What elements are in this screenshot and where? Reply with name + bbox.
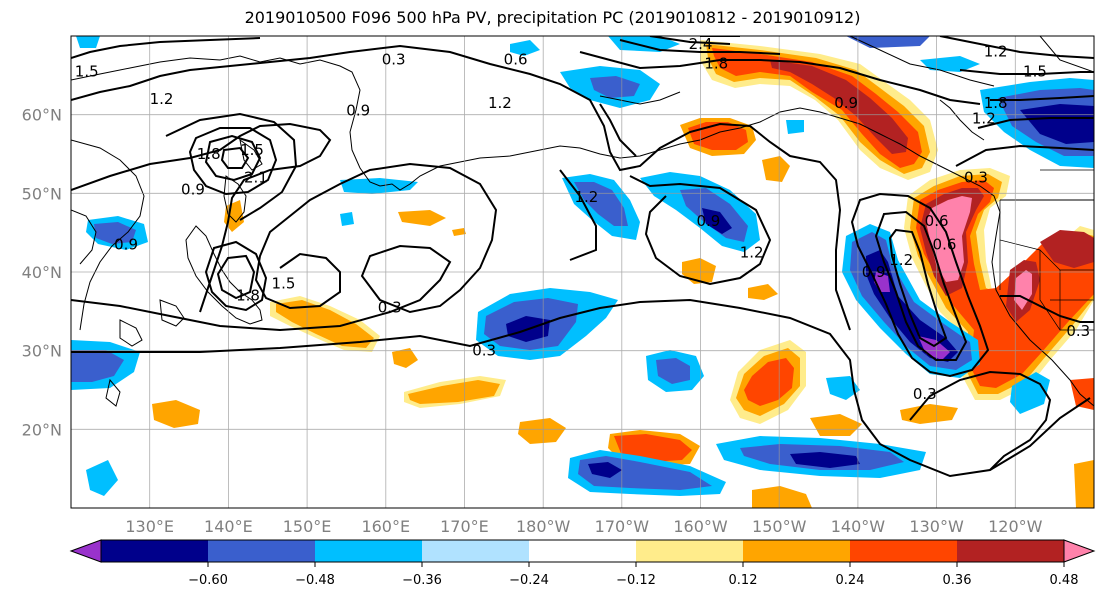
contour-label: 1.2 — [150, 90, 174, 108]
lon-tick-label: 170°W — [595, 517, 650, 536]
colorbar-segment — [529, 540, 636, 562]
contour-label: 1.5 — [272, 275, 296, 293]
colorbar-segment — [315, 540, 422, 562]
colorbar-tick-label: −0.12 — [616, 573, 656, 588]
contour-label: 1.5 — [75, 62, 99, 80]
contour-label: 1.2 — [972, 110, 996, 128]
colorbar-tick-label: 0.24 — [836, 573, 865, 588]
contour-label: 0.3 — [964, 169, 988, 187]
longitude-labels: 130°E 140°E 150°E 160°E 170°E 180°W 170°W 160°W… — [125, 517, 1042, 536]
colorbar-tick-label: −0.48 — [295, 573, 335, 588]
lon-tick-label: 160°W — [673, 517, 728, 536]
colorbar-segment — [208, 540, 315, 562]
map-panel: 1.51.21.8 1.52.10.90.90.91.81.50.3 0.61.20… — [71, 35, 1094, 508]
contour-label: 1.8 — [704, 54, 728, 72]
precip-region-us-west-coast — [900, 168, 1094, 508]
contour-label: 0.9 — [862, 263, 886, 281]
lat-tick-label: 50°N — [22, 184, 62, 203]
colorbar-segment — [101, 540, 208, 562]
colorbar-segment — [957, 540, 1064, 562]
colorbar-tick-label: −0.60 — [188, 573, 228, 588]
lon-tick-label: 140°E — [204, 517, 253, 536]
precip-region-subtropical-positive — [152, 200, 862, 508]
contour-label: 1.2 — [740, 243, 764, 261]
graticule — [71, 36, 1094, 508]
contour-label: 1.8 — [984, 94, 1008, 112]
pv-contour-labels: 1.51.21.8 1.52.10.90.90.91.81.50.3 0.61.20… — [75, 35, 1090, 403]
contour-label: 0.9 — [696, 212, 720, 230]
colorbar-segment — [636, 540, 743, 562]
lon-tick-label: 160°E — [361, 517, 410, 536]
lon-tick-label: 130°E — [125, 517, 174, 536]
lon-tick-label: 150°E — [283, 517, 332, 536]
contour-label: 2.1 — [244, 169, 268, 187]
lat-tick-label: 60°N — [22, 106, 62, 125]
colorbar-segment — [422, 540, 529, 562]
lon-tick-label: 180°W — [516, 517, 571, 536]
colorbar-tick-label: 0.12 — [729, 573, 758, 588]
contour-label: 1.5 — [1023, 62, 1047, 80]
colorbar-frame — [100, 539, 1065, 563]
contour-label: 2.4 — [689, 35, 713, 53]
lon-tick-label: 130°W — [909, 517, 964, 536]
contour-label: 0.3 — [382, 51, 406, 69]
contour-label: 0.9 — [181, 180, 205, 198]
figure-title: 2019010500 F096 500 hPa PV, precipitatio… — [244, 8, 861, 27]
contour-label: 0.9 — [834, 94, 858, 112]
colorbar-segment — [743, 540, 850, 562]
contour-label: 0.9 — [346, 102, 370, 120]
contour-label: 1.8 — [236, 287, 260, 305]
contour-label: 1.2 — [575, 188, 599, 206]
colorbar-segment — [850, 540, 957, 562]
lon-tick-label: 120°W — [988, 517, 1043, 536]
colorbar-tick-label: 0.36 — [943, 573, 972, 588]
contour-label: 0.6 — [933, 235, 957, 253]
contour-label: 0.6 — [504, 51, 528, 69]
lon-tick-label: 140°W — [831, 517, 886, 536]
contour-label: 1.5 — [240, 141, 264, 159]
lat-tick-label: 40°N — [22, 263, 62, 282]
contour-label: 1.8 — [197, 145, 221, 163]
coastlines — [71, 36, 1094, 407]
colorbar-tick-label: 0.48 — [1050, 573, 1079, 588]
contour-label: 0.3 — [913, 385, 937, 403]
colorbar: −0.60 −0.48 −0.36 −0.24 −0.12 0.12 0.24 0.36 0.4… — [69, 539, 1096, 588]
colorbar-tick-label: −0.24 — [509, 573, 549, 588]
colorbar-tick-label: −0.36 — [402, 573, 442, 588]
contour-label: 0.3 — [378, 298, 402, 316]
latitude-labels: 20°N 30°N 40°N 50°N 60°N — [22, 106, 62, 440]
contour-label: 1.2 — [889, 251, 913, 269]
lon-tick-label: 170°E — [440, 517, 489, 536]
map-frame — [70, 35, 1095, 509]
contour-label: 0.3 — [472, 342, 496, 360]
state-borders — [999, 169, 1094, 331]
triangle-left-icon — [69, 539, 102, 563]
contour-label: 1.2 — [984, 43, 1008, 61]
lon-tick-label: 150°W — [752, 517, 807, 536]
lat-tick-label: 30°N — [22, 342, 62, 361]
contour-label: 0.9 — [114, 235, 138, 253]
triangle-right-icon — [1063, 539, 1096, 563]
contour-label: 0.3 — [1066, 322, 1090, 340]
contour-label: 1.2 — [488, 94, 512, 112]
contour-label: 0.6 — [925, 212, 949, 230]
pv-contours — [71, 36, 1094, 478]
lat-tick-label: 20°N — [22, 420, 62, 439]
